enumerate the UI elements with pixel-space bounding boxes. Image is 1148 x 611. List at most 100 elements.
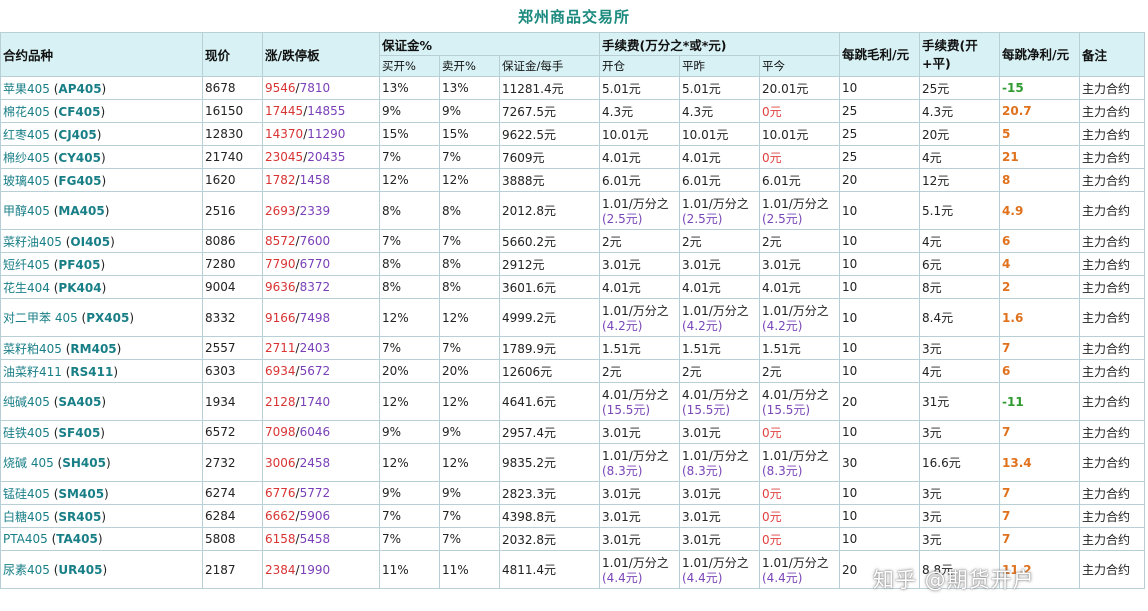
limit-cell: 23045/20435	[262, 145, 380, 169]
fee-open-cell: 5.01元	[599, 76, 680, 100]
fee-open-cell: 10.01元	[599, 122, 680, 146]
fee-today-cell: 1.01/万分之 (8.3元)	[758, 443, 841, 482]
contract-cell: 烧碱 405 (SH405)	[0, 443, 203, 482]
sell-open-cell: 8%	[439, 252, 500, 276]
fee-open-cell: 6.01元	[599, 168, 680, 192]
tick-gross-cell: 20	[839, 550, 921, 589]
table-row: PTA405 (TA405) 5808 6158/5458 7% 7% 2032.8元 3.…	[0, 527, 1146, 551]
fee-total-cell: 16.6元	[919, 443, 1001, 482]
fee-close-cell: 1.51元	[679, 336, 760, 360]
buy-open-cell: 7%	[379, 527, 440, 551]
fee-open-cell: 3.01元	[599, 481, 680, 505]
sell-open-cell: 20%	[439, 359, 500, 383]
contract-code: SM405	[58, 486, 105, 501]
limit-down: 5672	[299, 364, 331, 378]
fee-open-amount: (15.5元)	[602, 402, 651, 417]
contract-name: 苹果405	[3, 81, 50, 96]
buy-open-cell: 8%	[379, 252, 440, 276]
tick-gross-cell: 10	[839, 359, 921, 383]
contract-code: PX405	[86, 311, 130, 325]
sell-open-cell: 15%	[439, 122, 500, 146]
contract-cell: 玻璃405 (FG405)	[0, 168, 203, 192]
contract-name: 对二甲苯 405	[3, 311, 78, 325]
contract-code: SH405	[62, 456, 106, 470]
table-header: 合约品种 现价 涨/跌停板 保证金% 手续费(万分之*或*元) 每跳毛利/元 手…	[0, 32, 1146, 77]
buy-open-cell: 8%	[379, 191, 440, 230]
contract-cell: 对二甲苯 405 (PX405)	[0, 298, 203, 337]
fee-total-cell: 4元	[919, 145, 1001, 169]
fee-open-cell: 3.01元	[599, 504, 680, 528]
tick-net-cell: 8	[999, 168, 1081, 192]
margin-cell: 3601.6元	[499, 275, 600, 299]
contract-cell: 花生404 (PK404)	[0, 275, 203, 299]
tick-gross-cell: 25	[839, 122, 921, 146]
limit-up: 6934	[265, 364, 296, 378]
fee-close-cell: 2元	[679, 359, 760, 383]
fee-close-cell: 4.3元	[679, 99, 760, 123]
limit-up: 8572	[265, 234, 296, 248]
note-cell: 主力合约	[1079, 99, 1146, 123]
fee-today-value: 1.01/万分之	[762, 555, 829, 570]
sell-open-cell: 7%	[439, 336, 500, 360]
price-cell: 8332	[202, 298, 263, 337]
contract-name: 油菜籽411	[3, 364, 62, 379]
fee-open-cell: 3.01元	[599, 252, 680, 276]
limit-up: 2711	[265, 341, 296, 355]
fee-today-cell: 1.01/万分之 (2.5元)	[758, 191, 841, 230]
sell-open-cell: 12%	[439, 168, 500, 192]
fee-today-amount: (2.5元)	[762, 211, 803, 226]
contract-name: 短纤405	[3, 257, 50, 272]
header-margin-per-lot: 保证金/每手	[499, 55, 600, 77]
contract-name: 甲醇405	[3, 204, 50, 218]
table-row: 硅铁405 (SF405) 6572 7098/6046 9% 9% 2957.4元 3.0…	[0, 420, 1146, 444]
margin-cell: 9835.2元	[499, 443, 600, 482]
fee-today-cell: 2元	[758, 359, 841, 383]
contract-code: CJ405	[58, 127, 97, 142]
fee-total-cell: 3元	[919, 504, 1001, 528]
limit-down: 7600	[299, 234, 331, 248]
fee-open-value: 1.01/万分之	[602, 303, 669, 318]
sell-open-cell: 8%	[439, 191, 500, 230]
tick-gross-cell: 10	[839, 229, 921, 253]
fee-open-cell: 4.01元	[599, 145, 680, 169]
contract-cell: 红枣405 (CJ405)	[0, 122, 203, 146]
contract-name: 烧碱 405	[3, 456, 54, 470]
contract-name: 棉纱405	[3, 150, 50, 165]
fee-open-value: 1.01/万分之	[602, 196, 669, 211]
tick-net-cell: 7	[999, 504, 1081, 528]
limit-cell: 7098/6046	[262, 420, 380, 444]
contract-cell: 油菜籽411 (RS411)	[0, 359, 203, 383]
tick-gross-cell: 10	[839, 191, 921, 230]
fee-today-amount: (4.4元)	[762, 570, 803, 585]
fee-open-cell: 4.3元	[599, 99, 680, 123]
fee-close-amount: (4.4元)	[682, 570, 723, 585]
tick-gross-cell: 25	[839, 99, 921, 123]
sell-open-cell: 12%	[439, 382, 500, 421]
limit-cell: 14370/11290	[262, 122, 380, 146]
buy-open-cell: 7%	[379, 145, 440, 169]
buy-open-cell: 15%	[379, 122, 440, 146]
margin-cell: 4641.6元	[499, 382, 600, 421]
contract-code: RM405	[70, 341, 117, 356]
limit-down: 2458	[299, 455, 331, 470]
table-row: 纯碱405 (SA405) 1934 2128/1740 12% 12% 4641.6元 4…	[0, 382, 1146, 421]
fee-close-cell: 1.01/万分之 (8.3元)	[679, 443, 760, 482]
contract-name: 菜籽油405	[3, 234, 62, 249]
margin-cell: 4999.2元	[499, 298, 600, 337]
fee-total-cell: 8元	[919, 275, 1001, 299]
buy-open-cell: 20%	[379, 359, 440, 383]
header-tick-gross: 每跳毛利/元	[839, 32, 921, 77]
fee-close-amount: (8.3元)	[682, 463, 723, 478]
fee-close-cell: 3.01元	[679, 420, 760, 444]
sell-open-cell: 13%	[439, 76, 500, 100]
margin-cell: 2032.8元	[499, 527, 600, 551]
fee-today-cell: 10.01元	[758, 122, 841, 146]
tick-gross-cell: 10	[839, 481, 921, 505]
limit-up: 2128	[265, 394, 296, 409]
limit-down: 2339	[299, 203, 331, 218]
fee-close-cell: 1.01/万分之 (4.4元)	[679, 550, 760, 589]
note-cell: 主力合约	[1079, 504, 1146, 528]
contract-name: 花生404	[3, 280, 50, 295]
contract-name: 玻璃405	[3, 173, 50, 188]
limit-down: 5906	[299, 509, 331, 523]
